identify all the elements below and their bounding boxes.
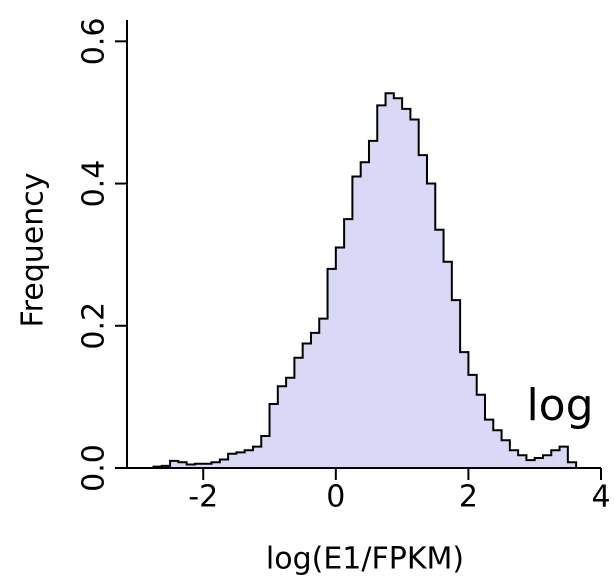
x-tick-label: 2: [459, 480, 478, 515]
bar: [277, 386, 287, 468]
y-tick-label: 0.4: [77, 160, 112, 208]
bar: [352, 176, 361, 468]
bar: [542, 455, 552, 468]
bar: [319, 318, 328, 468]
bar: [501, 440, 511, 468]
bar: [203, 463, 212, 468]
bar: [385, 93, 395, 468]
bar: [261, 436, 270, 468]
bar: [377, 105, 386, 468]
bar: [393, 98, 403, 468]
bar: [170, 460, 179, 468]
y-tick-label: 0.0: [77, 444, 112, 492]
x-tick-label: -2: [188, 480, 218, 515]
bar: [468, 374, 477, 468]
bar: [178, 462, 187, 468]
bar: [294, 357, 303, 468]
bar: [161, 465, 171, 468]
bar: [493, 430, 502, 468]
y-axis-label: Frequency: [16, 173, 51, 328]
bar: [526, 460, 536, 468]
bar: [567, 462, 577, 468]
bar: [484, 419, 494, 468]
bar: [451, 300, 461, 468]
bar: [194, 463, 204, 468]
bar: [460, 352, 469, 468]
bar: [302, 343, 312, 468]
x-tick-label: 4: [591, 480, 610, 515]
bar: [269, 404, 279, 468]
bar: [509, 450, 519, 468]
bar: [211, 462, 221, 468]
bar: [286, 377, 295, 468]
bar: [344, 219, 353, 468]
bar: [443, 261, 453, 468]
x-axis-label: log(E1/FPKM): [266, 542, 464, 577]
bar: [335, 247, 345, 468]
bar: [426, 183, 436, 469]
bar: [410, 119, 419, 469]
bar: [435, 229, 444, 468]
bar: [368, 140, 378, 468]
bar: [228, 453, 237, 468]
bar: [327, 268, 337, 468]
bar: [418, 155, 428, 468]
bar: [219, 459, 229, 468]
histogram-outline: [152, 92, 578, 468]
bar: [534, 458, 544, 468]
bar: [476, 394, 486, 468]
annotation: log: [526, 380, 593, 431]
bar: [236, 452, 245, 468]
bar: [559, 446, 569, 468]
bar: [402, 108, 411, 468]
y-tick-label: 0.6: [77, 17, 112, 65]
bar: [551, 450, 560, 468]
bar: [518, 455, 527, 468]
bar: [252, 446, 262, 468]
bar: [244, 450, 254, 468]
x-tick-label: 0: [326, 480, 345, 515]
bar: [360, 162, 370, 468]
bar: [186, 464, 196, 468]
y-tick-label: 0.2: [77, 302, 112, 350]
bar: [310, 332, 320, 468]
